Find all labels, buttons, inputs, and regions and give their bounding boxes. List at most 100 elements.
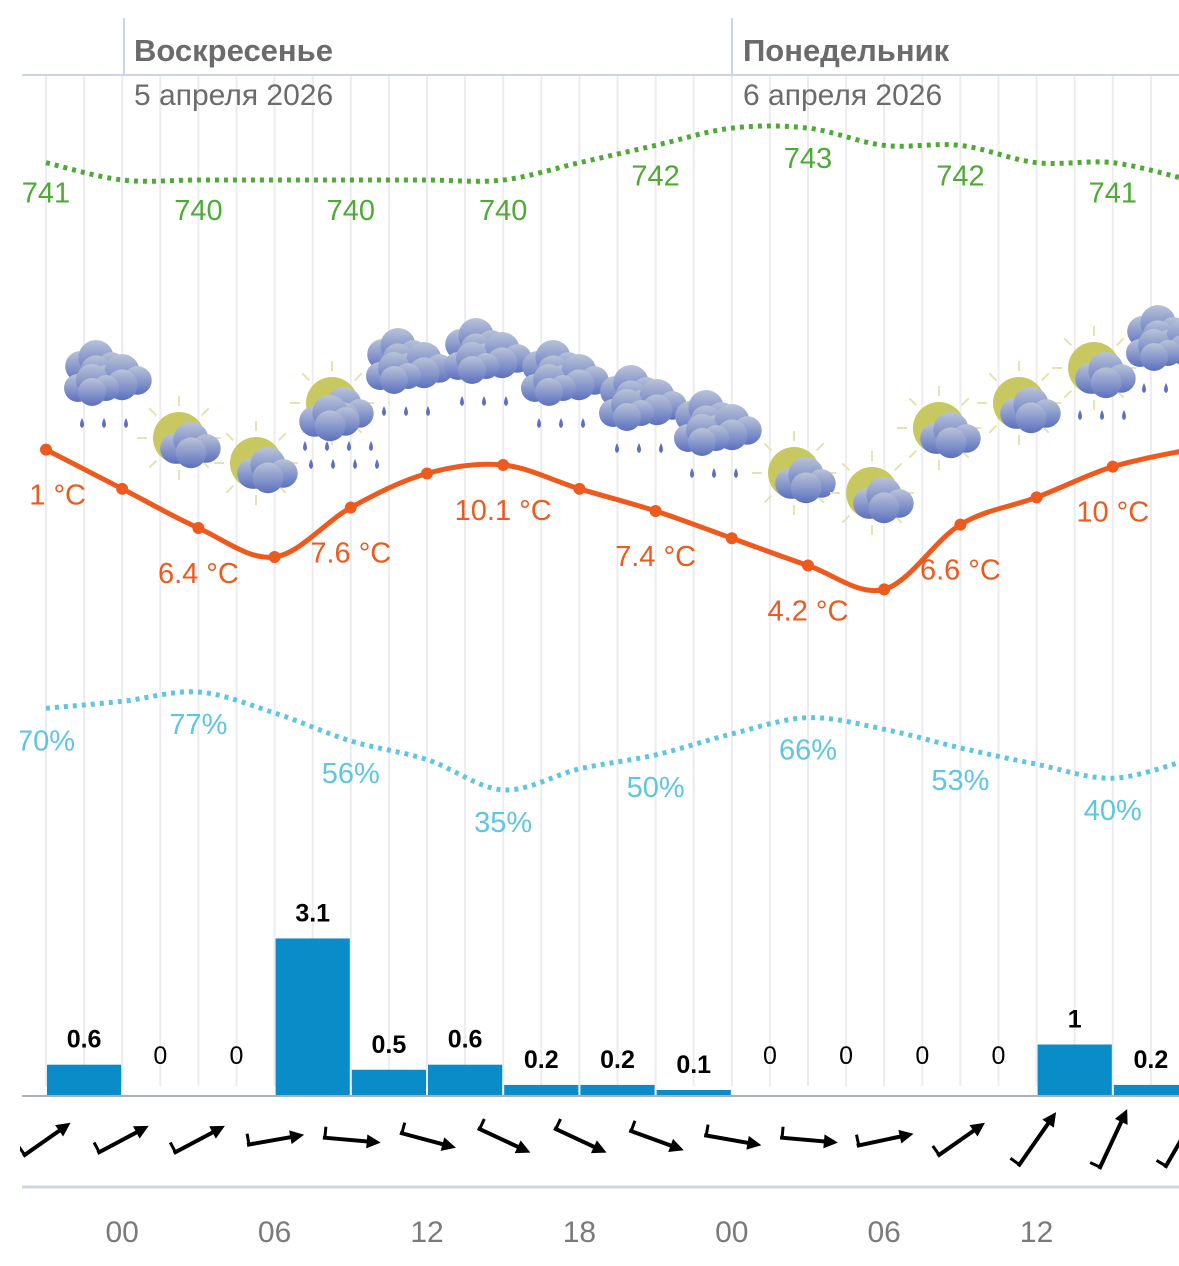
rain-drop xyxy=(581,418,585,428)
precip-label: 0 xyxy=(915,1042,929,1070)
temperature-line xyxy=(44,447,1179,594)
rain-drop xyxy=(1100,410,1104,420)
cloud-puff xyxy=(935,427,967,459)
cloudy-rain-icon xyxy=(674,390,762,478)
wind-arrow-shaft xyxy=(476,1126,526,1152)
humidity-series: 70% 77% 56% 35% 50% 66% 53% 40% xyxy=(17,689,1179,839)
humidity-label: 56% xyxy=(322,758,380,790)
cloud-shape xyxy=(160,422,221,469)
wind-arrow-shaft xyxy=(172,1126,221,1155)
cloud-puff xyxy=(868,492,900,524)
temperature-point xyxy=(1030,491,1043,504)
wind-arrow-shaft xyxy=(553,1126,602,1152)
x-tick-label: 00 xyxy=(715,1216,748,1249)
rain-drop xyxy=(559,418,563,428)
humidity-label: 77% xyxy=(169,709,227,741)
day-name: Понедельник xyxy=(743,33,950,68)
partly-cloudy-icon xyxy=(137,396,221,480)
precip-bar xyxy=(351,1069,426,1095)
wind-arrow-icon xyxy=(703,1124,762,1150)
wind-arrow-icon xyxy=(628,1120,684,1153)
rain-drop xyxy=(325,441,329,451)
partly-cloudy-icon xyxy=(214,421,298,505)
temperature-point xyxy=(40,443,52,456)
wind-arrow-head xyxy=(514,1140,531,1154)
temperature-label: 10 °C xyxy=(1076,497,1149,529)
wind-arrow-head xyxy=(1042,1112,1057,1128)
day-name: Воскресенье xyxy=(134,33,333,68)
sun-ray xyxy=(988,372,998,382)
wind-barb xyxy=(554,1118,562,1130)
precip-bar xyxy=(1037,1044,1112,1095)
cloud-puff xyxy=(535,378,563,406)
rain-drop xyxy=(537,418,541,428)
pressure-line xyxy=(45,123,1179,184)
sun-ray xyxy=(763,442,773,452)
temperature-point xyxy=(1106,460,1119,473)
cloud-puff xyxy=(790,472,822,504)
x-tick-label: 06 xyxy=(258,1216,291,1249)
sun-ray xyxy=(353,372,363,382)
cloud-shape xyxy=(444,342,499,384)
wind-barb xyxy=(1009,1157,1021,1166)
precip-bar xyxy=(47,1064,122,1095)
wind-arrow-shaft xyxy=(246,1133,299,1147)
precip-label: 0 xyxy=(230,1042,244,1070)
wind-arrow-icon xyxy=(20,1122,71,1158)
wind-arrow-shaft xyxy=(628,1128,679,1151)
rain-drop xyxy=(482,396,486,406)
pressure-label: 741 xyxy=(22,178,70,210)
wind-arrow-icon xyxy=(168,1125,225,1155)
wind-arrow-icon xyxy=(92,1125,149,1155)
rain-drop xyxy=(347,441,351,451)
temperature-point xyxy=(725,532,738,545)
day-date: 6 апреля 2026 xyxy=(743,79,942,112)
rain-drop xyxy=(375,459,379,469)
rain-drop xyxy=(659,443,663,453)
precip-bar xyxy=(656,1089,731,1095)
sun-ray xyxy=(1063,389,1073,399)
rain-drop xyxy=(102,418,106,428)
partly-cloudy-heavy-rain-icon xyxy=(290,361,379,469)
sun-ray xyxy=(1040,372,1050,382)
wind-arrow-head xyxy=(823,1134,838,1149)
precip-label: 3.1 xyxy=(295,899,330,927)
cloud-puff xyxy=(458,356,486,384)
temperature-label: 4.2 °C xyxy=(768,595,849,627)
wind-arrow-head xyxy=(55,1122,71,1137)
cloudy-rain-icon xyxy=(366,328,454,416)
wind-arrow-icon xyxy=(399,1122,456,1151)
sun-ray xyxy=(301,372,311,382)
x-tick-label: 18 xyxy=(563,1216,596,1249)
cloud-shape xyxy=(599,389,654,431)
cloudy-rain-icon xyxy=(64,340,152,428)
pressure-label: 741 xyxy=(1089,178,1137,210)
sun-ray xyxy=(277,432,287,442)
precipitation-bars: 0.6 0 0 3.1 0.5 0.6 0.2 0.2 0.1 0 0 0 0 1 0.2 xyxy=(47,899,1179,1095)
wind-arrow-head xyxy=(1114,1109,1128,1125)
wind-barb xyxy=(855,1134,861,1146)
sun-ray xyxy=(841,462,851,472)
wind-barb xyxy=(478,1118,486,1130)
humidity-label: 50% xyxy=(627,772,685,804)
wind-arrow-head xyxy=(668,1138,684,1153)
wind-barb xyxy=(629,1120,637,1132)
precip-bar xyxy=(428,1064,503,1095)
sun-ray xyxy=(225,432,235,442)
humidity-label: 70% xyxy=(17,725,75,757)
temperature-point xyxy=(192,522,205,534)
wind-arrow-head xyxy=(746,1135,762,1150)
temperature-point xyxy=(344,501,357,514)
wind-barb xyxy=(931,1145,941,1156)
cloudy-rain-icon xyxy=(444,318,532,406)
wind-arrow-head xyxy=(898,1129,914,1144)
rain-drop xyxy=(1164,383,1168,393)
precip-label: 0.2 xyxy=(524,1046,559,1074)
wind-arrow-shaft xyxy=(399,1130,451,1149)
sun-ray xyxy=(148,407,158,417)
cloud-shape xyxy=(920,412,981,459)
rain-drop xyxy=(637,443,641,453)
cloud-puff xyxy=(175,437,207,469)
pressure-label: 740 xyxy=(327,195,375,227)
wind-barb xyxy=(400,1122,407,1134)
